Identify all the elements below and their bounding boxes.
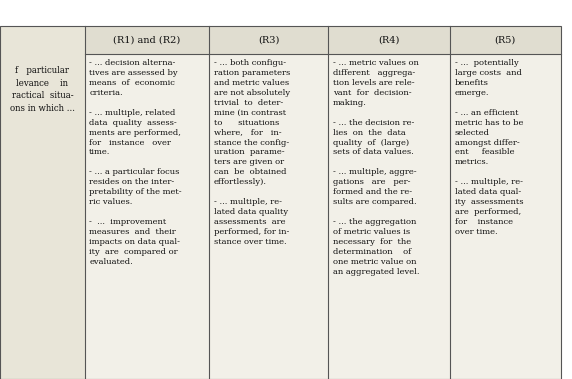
Text: - ... both configu-
ration parameters
and metric values
are not absolutely
trivi: - ... both configu- ration parameters an…	[214, 59, 290, 246]
Bar	[328, 26, 450, 54]
Bar	[85, 26, 209, 54]
Text: (R4): (R4)	[379, 36, 400, 44]
Bar	[209, 26, 328, 54]
Text: (R5): (R5)	[495, 36, 516, 44]
Text: - ... metric values on
different   aggrega-
tion levels are rele-
vant  for  dec: - ... metric values on different aggrega…	[333, 59, 419, 276]
Text: (R1) and (R2): (R1) and (R2)	[113, 36, 181, 44]
Text: - ...  potentially
large costs  and
benefits
emerge.

- ... an efficient
metric : - ... potentially large costs and benefi…	[455, 59, 523, 236]
Bar	[328, 54, 450, 379]
Bar	[0, 26, 85, 379]
Bar	[209, 54, 328, 379]
Text: - ... decision alterna-
tives are assessed by
means  of  economic
criteria.

- .: - ... decision alterna- tives are assess…	[89, 59, 182, 266]
Text: (R3): (R3)	[258, 36, 280, 44]
Bar	[85, 54, 209, 379]
Bar	[450, 26, 561, 54]
Bar	[450, 54, 561, 379]
Text: f   particular
levance    in
ractical  situa-
ons in which ...: f particular levance in ractical situa- …	[10, 66, 75, 113]
